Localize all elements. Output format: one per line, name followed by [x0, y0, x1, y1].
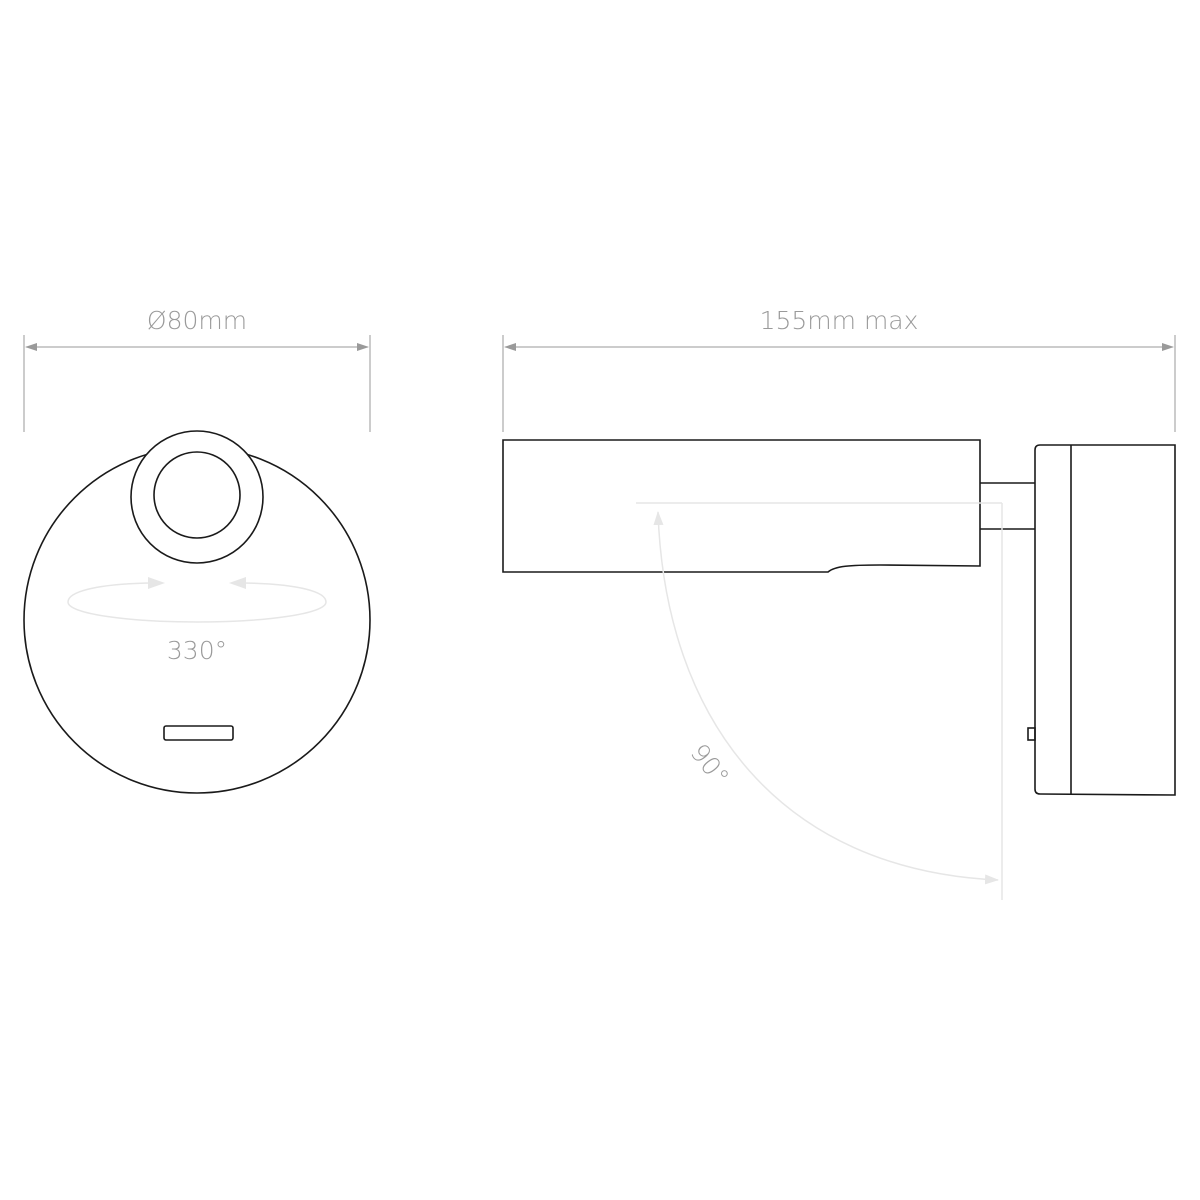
side-view: [502, 439, 1176, 796]
head-outer-circle: [130, 430, 264, 564]
arrow-left-icon: [229, 577, 246, 589]
tilt-label: 90°: [685, 738, 735, 791]
front-view: [23, 430, 371, 794]
lamp-head: [502, 439, 981, 573]
switch-slot: [163, 725, 234, 741]
diameter-dimension: [23, 335, 371, 432]
length-label: 155mm max: [760, 306, 919, 335]
tilt-indicator: [636, 502, 1003, 900]
rotation-indicator: [67, 577, 327, 623]
tilt-arc: [653, 511, 999, 885]
arrow-right-icon: [148, 577, 165, 589]
head-inner-circle: [153, 451, 241, 539]
length-dimension: [502, 335, 1176, 432]
diameter-label: Ø80mm: [147, 306, 247, 335]
switch-tab: [1027, 727, 1036, 741]
wall-plate: [1034, 444, 1176, 796]
rotation-label: 330°: [167, 636, 227, 665]
